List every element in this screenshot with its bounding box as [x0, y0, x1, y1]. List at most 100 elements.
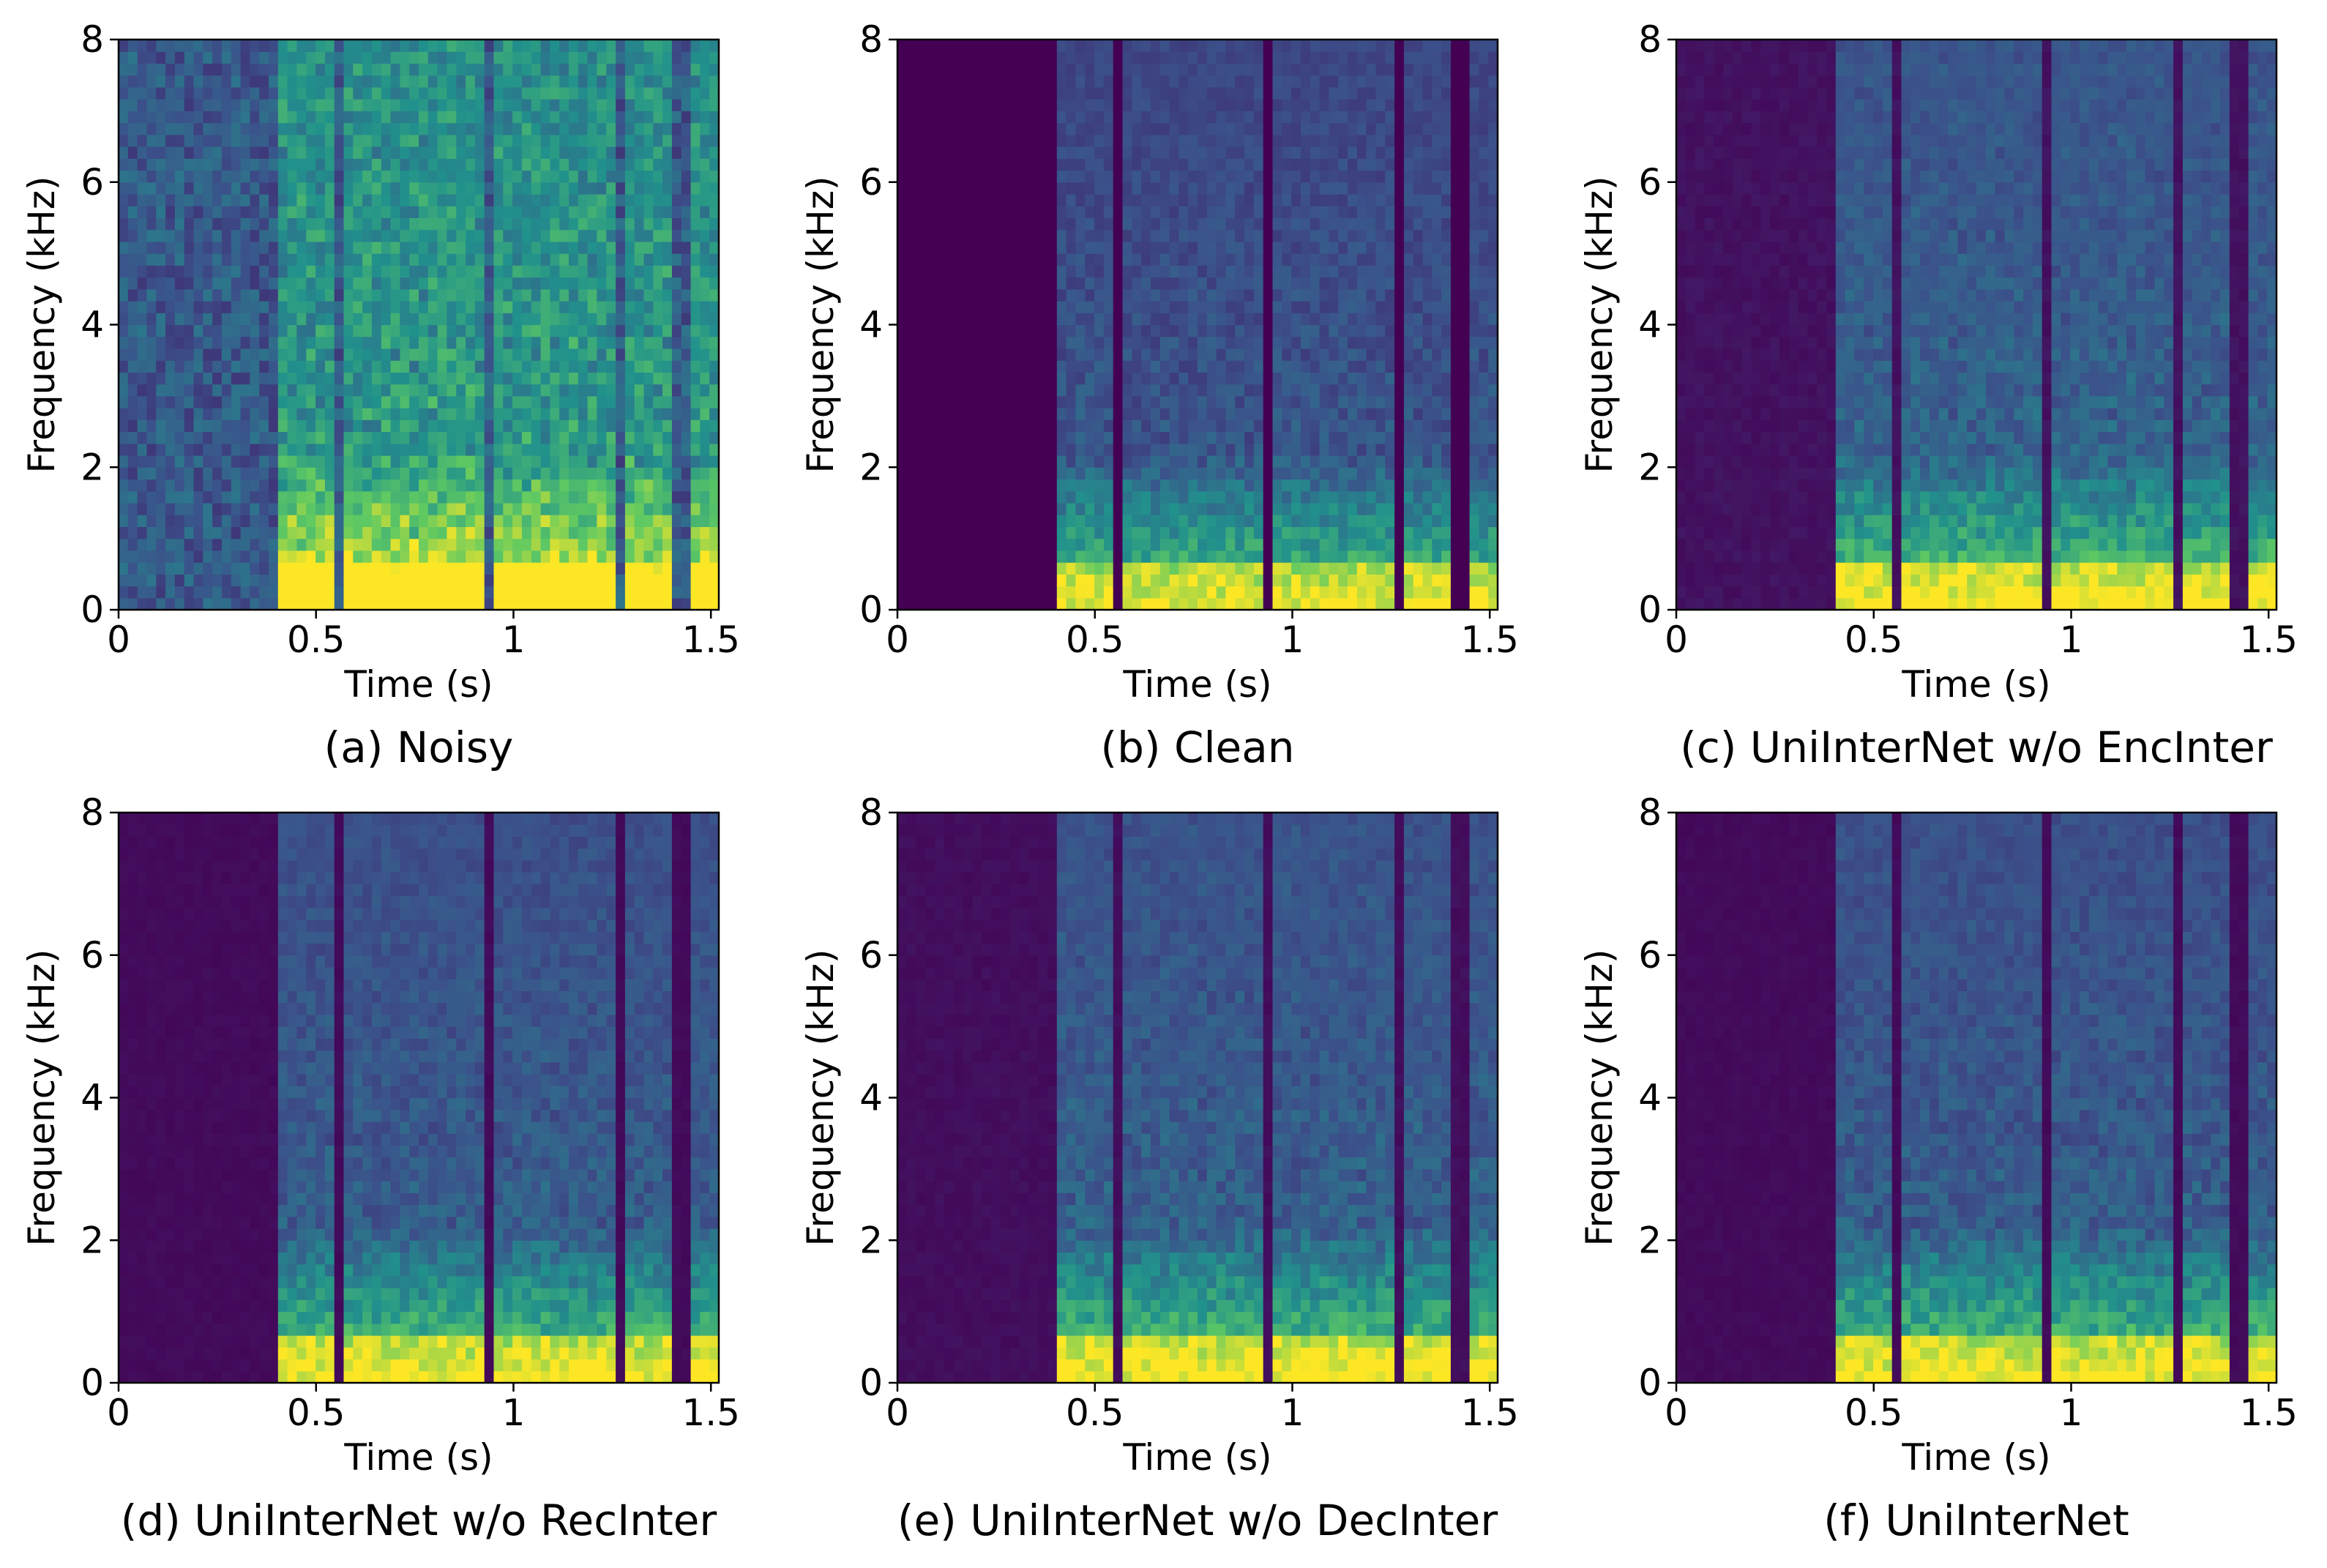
spectrogram-cell: [963, 229, 974, 242]
spectrogram-cell: [269, 490, 279, 504]
spectrogram-cell: [1198, 467, 1208, 480]
spectrogram-cell: [174, 526, 185, 540]
spectrogram-cell: [353, 146, 363, 159]
spectrogram-cell: [616, 146, 626, 159]
spectrogram-cell: [1132, 562, 1142, 575]
spectrogram-cell: [1094, 313, 1105, 326]
spectrogram-cell: [381, 40, 392, 52]
spectrogram-cell: [1094, 395, 1105, 408]
spectrogram-cell: [1206, 63, 1217, 76]
spectrogram-cell: [466, 229, 476, 242]
spectrogram-cell: [1141, 75, 1151, 88]
spectrogram-cell: [503, 301, 513, 313]
spectrogram-cell: [1019, 562, 1029, 575]
spectrogram-cell: [427, 146, 438, 159]
spectrogram-cell: [165, 288, 176, 302]
spectrogram-cell: [269, 86, 279, 100]
spectrogram-cell: [456, 86, 466, 100]
spectrogram-cell: [269, 265, 279, 278]
spectrogram-cell: [1179, 217, 1189, 231]
spectrogram-cell: [653, 586, 663, 599]
spectrogram-cell: [474, 443, 485, 456]
spectrogram-cell: [709, 336, 720, 349]
spectrogram-cell: [493, 574, 504, 587]
spectrogram-cell: [991, 75, 1001, 88]
spectrogram-cell: [362, 51, 373, 64]
spectrogram-cell: [474, 336, 485, 349]
spectrogram-cell: [1244, 229, 1255, 242]
spectrogram-cell: [587, 360, 597, 373]
spectrogram-cell: [1056, 384, 1067, 397]
spectrogram-cell: [897, 111, 908, 124]
spectrogram-cell: [925, 288, 935, 302]
spectrogram-cell: [1028, 443, 1039, 456]
spectrogram-cell: [1094, 40, 1105, 52]
spectrogram-cell: [390, 538, 400, 551]
spectrogram-cell: [447, 111, 457, 124]
spectrogram-cell: [643, 467, 654, 480]
spectrogram-cell: [1150, 277, 1161, 290]
spectrogram-cell: [690, 586, 701, 599]
spectrogram-cell: [1056, 408, 1067, 420]
spectrogram-cell: [662, 455, 673, 468]
spectrogram-cell: [1169, 336, 1179, 349]
spectrogram-cell: [1094, 253, 1105, 266]
spectrogram-cell: [203, 75, 213, 88]
spectrogram-cell: [1028, 360, 1039, 373]
spectrogram-cell: [1047, 63, 1058, 76]
spectrogram-cell: [1235, 158, 1245, 171]
spectrogram-cell: [1019, 408, 1029, 420]
spectrogram-cell: [315, 597, 326, 611]
spectrogram-cell: [1235, 526, 1245, 540]
spectrogram-cell: [259, 586, 269, 599]
spectrogram-cell: [1019, 597, 1029, 611]
spectrogram-cell: [540, 265, 550, 278]
spectrogram-cell: [466, 206, 476, 218]
spectrogram-cell: [944, 479, 955, 492]
spectrogram-cell: [353, 86, 363, 100]
spectrogram-cell: [193, 502, 203, 515]
spectrogram-cell: [334, 229, 345, 242]
spectrogram-cell: [1159, 40, 1170, 52]
spectrogram-cell: [231, 288, 242, 302]
spectrogram-cell: [944, 288, 955, 302]
spectrogram-cell: [606, 122, 616, 135]
spectrogram-cell: [709, 288, 720, 302]
spectrogram-cell: [447, 431, 457, 444]
spectrogram-cell: [690, 490, 701, 504]
spectrogram-cell: [119, 419, 129, 433]
spectrogram-cell: [400, 324, 410, 337]
spectrogram-cell: [587, 348, 597, 361]
spectrogram-cell: [916, 288, 926, 302]
spectrogram-cell: [390, 360, 400, 373]
spectrogram-cell: [1198, 170, 1208, 183]
spectrogram-cell: [512, 538, 523, 551]
spectrogram-cell: [203, 419, 213, 433]
spectrogram-cell: [193, 574, 203, 587]
spectrogram-cell: [259, 479, 269, 492]
spectrogram-cell: [334, 99, 345, 111]
spectrogram-cell: [944, 336, 955, 349]
spectrogram-cell: [569, 158, 579, 171]
spectrogram-cell: [540, 384, 550, 397]
spectrogram-cell: [493, 63, 504, 76]
spectrogram-cell: [606, 40, 616, 52]
spectrogram-cell: [681, 384, 692, 397]
spectrogram-cell: [963, 324, 974, 337]
spectrogram-cell: [231, 40, 242, 52]
spectrogram-cell: [146, 277, 157, 290]
spectrogram-cell: [1198, 502, 1208, 515]
spectrogram-cell: [569, 348, 579, 361]
spectrogram-cell: [362, 75, 373, 88]
spectrogram-cell: [362, 574, 373, 587]
spectrogram-cell: [259, 122, 269, 135]
spectrogram-cell: [982, 562, 992, 575]
spectrogram-cell: [991, 502, 1001, 515]
spectrogram-cell: [212, 467, 223, 480]
spectrogram-cell: [315, 360, 326, 373]
spectrogram-cell: [1113, 467, 1124, 480]
spectrogram-cell: [1028, 99, 1039, 111]
spectrogram-cell: [1103, 336, 1114, 349]
spectrogram-cell: [1075, 455, 1086, 468]
spectrogram-cell: [1103, 40, 1114, 52]
